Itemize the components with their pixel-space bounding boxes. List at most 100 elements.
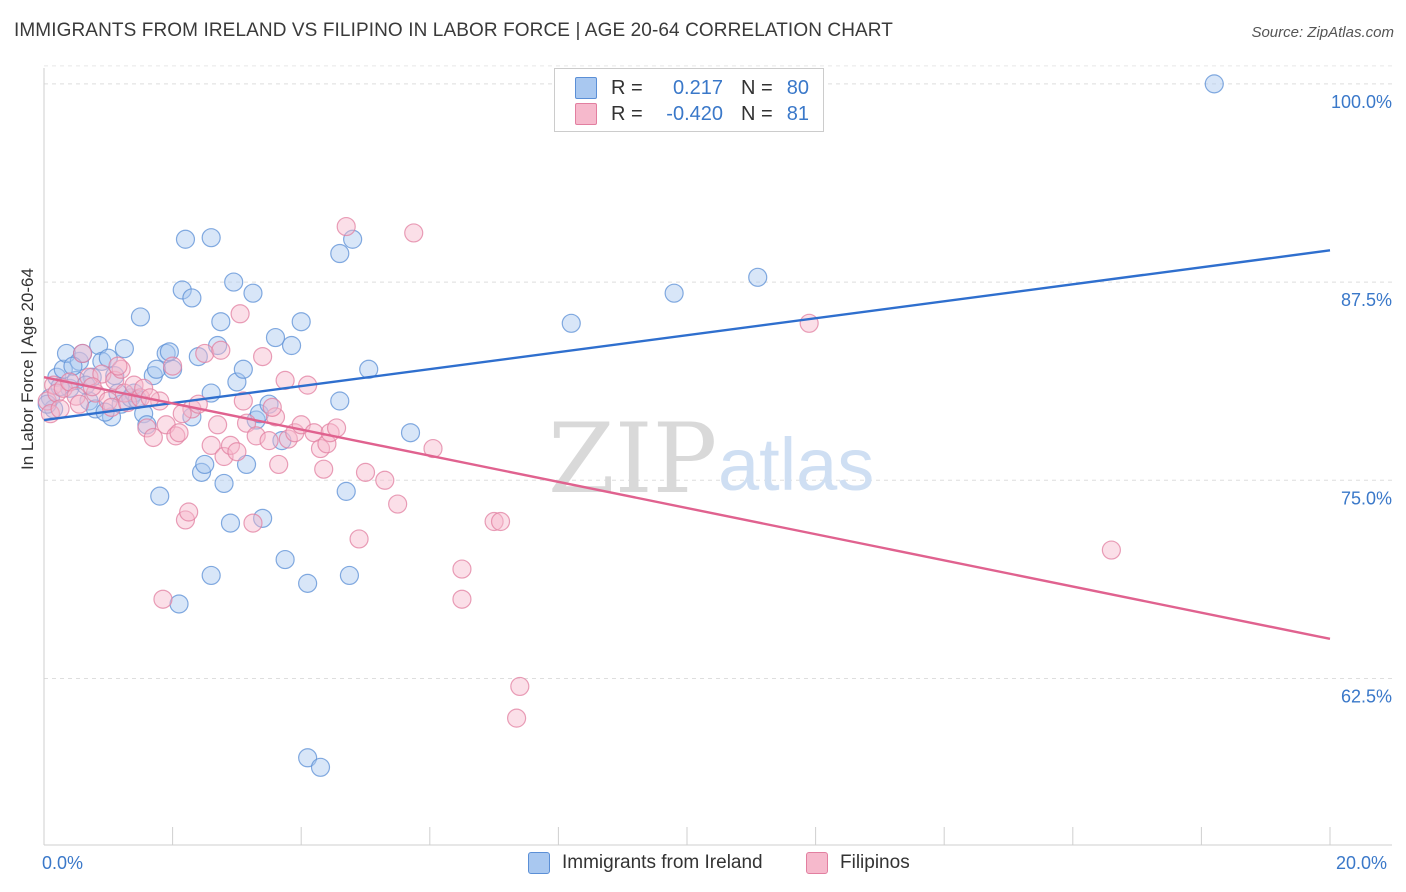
filipinos-point bbox=[243, 513, 263, 533]
series-swatch-filipinos bbox=[806, 852, 828, 874]
series-legend-filipinos[interactable]: Filipinos bbox=[806, 852, 910, 874]
ireland-point bbox=[339, 565, 360, 586]
filipinos-point bbox=[169, 423, 189, 443]
ireland-point bbox=[169, 594, 189, 614]
ireland-point bbox=[253, 508, 273, 528]
x-tick-max: 20.0% bbox=[1336, 853, 1388, 873]
watermark-atlas: atlas bbox=[718, 423, 874, 506]
grid-lines bbox=[44, 65, 1392, 679]
filipinos-point bbox=[1101, 540, 1121, 560]
filipinos-point bbox=[510, 676, 530, 697]
series-label-filipinos: Filipinos bbox=[840, 852, 910, 873]
ireland-point bbox=[175, 229, 196, 249]
ireland-point bbox=[224, 272, 244, 292]
filipinos-point bbox=[262, 397, 282, 417]
ireland-point bbox=[195, 454, 215, 475]
ireland-point bbox=[182, 288, 202, 308]
ireland-point bbox=[343, 229, 363, 249]
ireland-point bbox=[89, 335, 109, 356]
y-tick-label: 62.5% bbox=[1341, 687, 1392, 707]
y-tick-label: 87.5% bbox=[1341, 290, 1392, 310]
filipinos-point bbox=[50, 399, 70, 419]
y-tick-label: 75.0% bbox=[1341, 488, 1392, 508]
filipinos-point bbox=[143, 427, 163, 448]
legend-n-value-filipinos: 81 bbox=[786, 102, 809, 125]
ireland-point bbox=[400, 423, 421, 443]
filipinos-point bbox=[179, 502, 199, 522]
filipinos-point bbox=[799, 313, 819, 333]
series-legend-ireland[interactable]: Immigrants from Ireland bbox=[528, 852, 763, 874]
filipinos-point bbox=[336, 216, 356, 237]
ireland-trend-line bbox=[43, 249, 1331, 422]
filipinos-point bbox=[101, 397, 122, 417]
filipinos-point bbox=[153, 589, 173, 609]
data-points bbox=[37, 74, 1224, 777]
ireland-point bbox=[1204, 74, 1224, 94]
y-tick-label: 100.0% bbox=[1331, 92, 1392, 112]
ireland-point bbox=[291, 312, 311, 332]
legend-r-label: R = bbox=[611, 102, 643, 125]
ireland-point bbox=[150, 486, 170, 506]
filipinos-point bbox=[72, 343, 93, 364]
filipinos-point bbox=[375, 470, 395, 490]
y-axis-label: In Labor Force | Age 20-64 bbox=[18, 268, 37, 470]
ireland-point bbox=[211, 312, 231, 332]
legend-n-value-ireland: 80 bbox=[786, 76, 809, 99]
filipinos-point bbox=[105, 370, 125, 390]
filipinos-point bbox=[355, 462, 376, 482]
filipinos-point bbox=[201, 435, 221, 455]
filipinos-point bbox=[230, 304, 250, 324]
ireland-point bbox=[201, 228, 221, 248]
chart-title: IMMIGRANTS FROM IRELAND VS FILIPINO IN L… bbox=[14, 20, 893, 41]
ireland-point bbox=[236, 454, 257, 475]
filipinos-point bbox=[227, 442, 247, 462]
watermark: ZIP atlas bbox=[548, 403, 874, 515]
ireland-point bbox=[259, 394, 279, 414]
ireland-point bbox=[748, 267, 768, 287]
filipinos-point bbox=[484, 511, 504, 532]
ireland-point bbox=[265, 327, 286, 348]
ireland-point bbox=[275, 549, 295, 570]
ireland-point bbox=[310, 757, 331, 777]
watermark-zip: ZIP bbox=[548, 403, 717, 515]
x-tick-min: 0.0% bbox=[42, 853, 84, 873]
filipinos-point bbox=[137, 418, 157, 438]
ireland-point bbox=[146, 359, 167, 379]
filipinos-point bbox=[211, 340, 231, 360]
ireland-point bbox=[214, 473, 234, 494]
ireland-point bbox=[298, 748, 318, 768]
ireland-point bbox=[201, 565, 221, 586]
filipinos-point bbox=[259, 431, 279, 451]
ireland-point bbox=[63, 356, 83, 376]
y-tick-labels: 62.5% 75.0% 87.5% 100.0% bbox=[1331, 92, 1392, 707]
ireland-point bbox=[281, 335, 302, 356]
series-swatch-ireland bbox=[528, 852, 550, 874]
filipinos-point bbox=[388, 494, 408, 514]
ireland-point bbox=[233, 359, 253, 379]
filipinos-point bbox=[349, 529, 369, 549]
ireland-point bbox=[330, 391, 350, 411]
filipinos-point bbox=[214, 446, 234, 467]
filipinos-point bbox=[253, 347, 273, 367]
filipinos-point bbox=[163, 356, 183, 376]
filipinos-point bbox=[404, 223, 424, 243]
legend-swatch-filipinos bbox=[575, 103, 597, 125]
legend-r-label: R = bbox=[611, 76, 643, 99]
ireland-point bbox=[243, 283, 263, 303]
filipinos-point bbox=[233, 391, 253, 411]
ireland-point bbox=[298, 573, 318, 593]
source-label: Source: ZipAtlas.com bbox=[1251, 24, 1394, 41]
ireland-point bbox=[664, 283, 684, 303]
legend-row-filipinos: R = -0.420 N = 81 bbox=[575, 101, 809, 127]
ireland-point bbox=[114, 339, 134, 359]
filipinos-point bbox=[111, 359, 131, 379]
ireland-point bbox=[336, 481, 356, 501]
filipinos-point bbox=[314, 459, 334, 479]
filipinos-point bbox=[490, 511, 511, 532]
ireland-point bbox=[561, 313, 581, 333]
ireland-point bbox=[220, 513, 241, 533]
filipinos-point bbox=[507, 708, 527, 728]
legend-row-ireland: R = 0.217 N = 80 bbox=[575, 75, 809, 101]
filipinos-point bbox=[452, 559, 472, 579]
